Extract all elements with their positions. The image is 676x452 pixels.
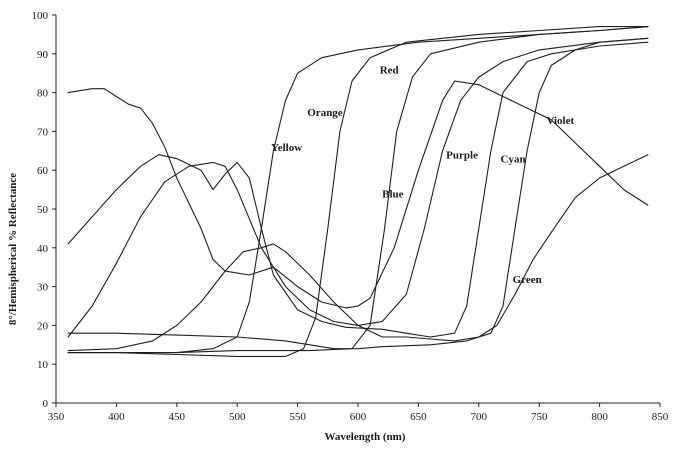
- y-tick-label: 60: [37, 165, 49, 177]
- y-axis-title: 8°/Hemispherical % Reflectance: [7, 173, 19, 325]
- series-label-purple: Purple: [446, 150, 478, 162]
- y-tick-label: 20: [37, 320, 49, 332]
- series-line-green: [67, 154, 649, 352]
- x-tick-label: 400: [108, 411, 125, 423]
- y-tick-label: 0: [43, 398, 49, 410]
- series-line-purple: [67, 41, 649, 338]
- series-label-orange: Orange: [307, 107, 343, 119]
- series-line-cyan: [67, 37, 649, 350]
- series-line-red: [67, 26, 649, 354]
- y-tick-label: 80: [37, 88, 49, 100]
- series-label-red: Red: [380, 64, 399, 76]
- series-line-violet: [67, 80, 649, 309]
- x-axis-title: Wavelength (nm): [325, 431, 406, 443]
- y-tick-label: 40: [37, 243, 49, 255]
- x-tick-label: 850: [652, 411, 669, 423]
- series-label-green: Green: [513, 274, 542, 286]
- x-tick-label: 550: [289, 411, 306, 423]
- x-tick-label: 350: [48, 411, 65, 423]
- series-lines: [67, 26, 649, 357]
- series-line-blue: [67, 37, 649, 338]
- series-label-violet: Violet: [546, 115, 574, 127]
- series-labels: Yellow Orange Red Blue Purple Cyan Violet Green: [271, 64, 574, 286]
- x-tick-label: 500: [229, 411, 246, 423]
- x-tick-label: 650: [410, 411, 427, 423]
- series-label-cyan: Cyan: [501, 154, 526, 166]
- x-tick-label: 700: [471, 411, 488, 423]
- x-tick-label: 600: [350, 411, 367, 423]
- x-tick-label: 450: [169, 411, 186, 423]
- series-label-yellow: Yellow: [271, 142, 302, 154]
- y-tick-label: 100: [32, 10, 49, 22]
- axes: 350 400 450 500 550 600 650 700 750 800 850 0 10 20 30…: [32, 10, 669, 423]
- y-tick-label: 50: [37, 204, 49, 216]
- series-line-yellow: [67, 26, 649, 354]
- x-tick-label: 750: [531, 411, 548, 423]
- y-tick-label: 30: [37, 282, 49, 294]
- x-tick-label: 800: [591, 411, 608, 423]
- series-label-blue: Blue: [382, 188, 404, 200]
- y-tick-label: 90: [37, 49, 49, 61]
- series-line-orange: [67, 26, 649, 357]
- y-tick-label: 70: [37, 126, 49, 138]
- y-tick-label: 10: [37, 359, 49, 371]
